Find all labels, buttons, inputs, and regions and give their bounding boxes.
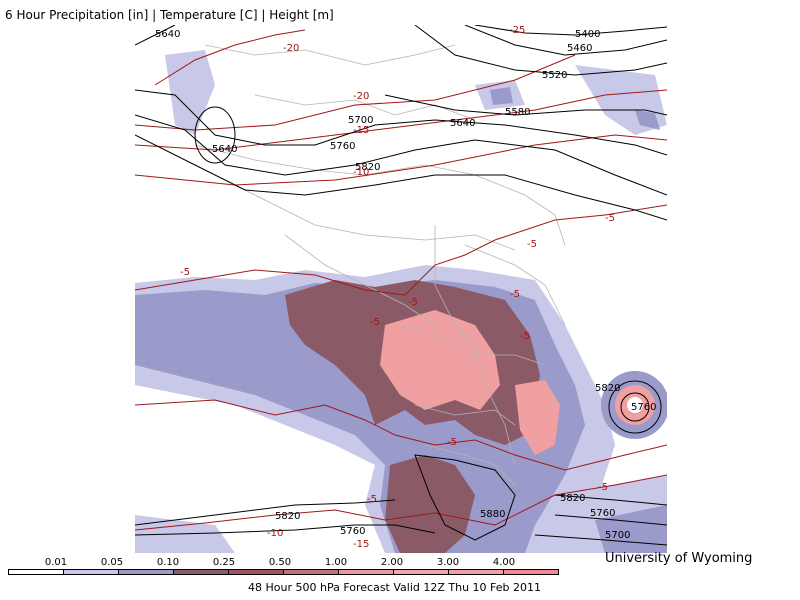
- temp-label: -15: [353, 125, 369, 136]
- legend-color-swatch: [393, 569, 449, 575]
- height-label: 5640: [450, 118, 475, 129]
- legend-color-swatch: [338, 569, 394, 575]
- temp-label: -20: [353, 91, 369, 102]
- height-label: 5580: [505, 107, 530, 118]
- height-label: 5880: [480, 509, 505, 520]
- temp-label: -5: [598, 482, 608, 493]
- height-label: 5760: [631, 402, 656, 413]
- temp-label: -5: [180, 267, 190, 278]
- legend-tick: 2.00: [380, 557, 404, 568]
- temp-label: -5: [527, 239, 537, 250]
- height-label: 5700: [605, 530, 630, 541]
- legend-tick: 1.00: [324, 557, 348, 568]
- height-labels: 5640 5640 5700 5760 5820 5400 5460 5520 …: [155, 29, 656, 541]
- forecast-valid-label: 48 Hour 500 hPa Forecast Valid 12Z Thu 1…: [248, 581, 542, 594]
- temp-label: -5: [520, 331, 530, 342]
- legend-color-swatch: [283, 569, 339, 575]
- temp-label: -5: [367, 494, 377, 505]
- temperature-labels: -20 -20 -15 -10 -25 -5 -5 -5 -5 -5 -5 -5…: [180, 25, 615, 550]
- temp-label: -5: [605, 213, 615, 224]
- height-label: 5400: [575, 29, 600, 40]
- precipitation-layer: [135, 50, 667, 553]
- legend-color-swatch: [173, 569, 229, 575]
- legend-color-bar: [8, 569, 559, 575]
- precip-pink-central: [380, 310, 500, 410]
- height-label: 5820: [560, 493, 585, 504]
- height-label: 5640: [212, 144, 237, 155]
- forecast-map: 5640 5640 5700 5760 5820 5400 5460 5520 …: [135, 25, 667, 553]
- height-label: 5460: [567, 43, 592, 54]
- temp-label: -10: [353, 167, 369, 178]
- legend-tick: 0.05: [100, 557, 124, 568]
- legend-color-swatch: [448, 569, 504, 575]
- legend-tick: 0.10: [156, 557, 180, 568]
- height-label: 5520: [542, 70, 567, 81]
- height-label: 5820: [355, 162, 380, 173]
- legend-tick: 3.00: [436, 557, 460, 568]
- height-label: 5760: [330, 141, 355, 152]
- legend-color-swatch: [503, 569, 559, 575]
- height-label: 5760: [590, 508, 615, 519]
- legend-tick: 0.25: [212, 557, 236, 568]
- height-label: 5820: [275, 511, 300, 522]
- legend-color-swatch: [228, 569, 284, 575]
- temp-label: -15: [353, 539, 369, 550]
- temperature-contours: [135, 29, 667, 531]
- temp-label: -5: [370, 317, 380, 328]
- temp-label: -5: [510, 289, 520, 300]
- temp-label: -10: [267, 528, 283, 539]
- precip-pink-east: [515, 380, 560, 455]
- legend-tick: 0.01: [44, 557, 68, 568]
- legend-color-swatch: [8, 569, 64, 575]
- precip-north-light: [165, 50, 667, 135]
- legend-color-swatch: [118, 569, 174, 575]
- temp-label: -25: [509, 25, 525, 36]
- temp-label: -5: [447, 437, 457, 448]
- map-canvas: 5640 5640 5700 5760 5820 5400 5460 5520 …: [135, 25, 667, 553]
- temp-label: -5: [408, 297, 418, 308]
- map-title: 6 Hour Precipitation [in] | Temperature …: [5, 8, 334, 22]
- legend-tick: 4.00: [492, 557, 516, 568]
- height-label: 5700: [348, 115, 373, 126]
- temp-label: -20: [283, 43, 299, 54]
- height-label: 5820: [595, 383, 620, 394]
- legend-color-swatch: [63, 569, 119, 575]
- height-contours: [135, 25, 667, 546]
- height-label: 5760: [340, 526, 365, 537]
- height-label: 5640: [155, 29, 180, 40]
- credit-label: University of Wyoming: [605, 551, 753, 566]
- legend-tick: 0.50: [268, 557, 292, 568]
